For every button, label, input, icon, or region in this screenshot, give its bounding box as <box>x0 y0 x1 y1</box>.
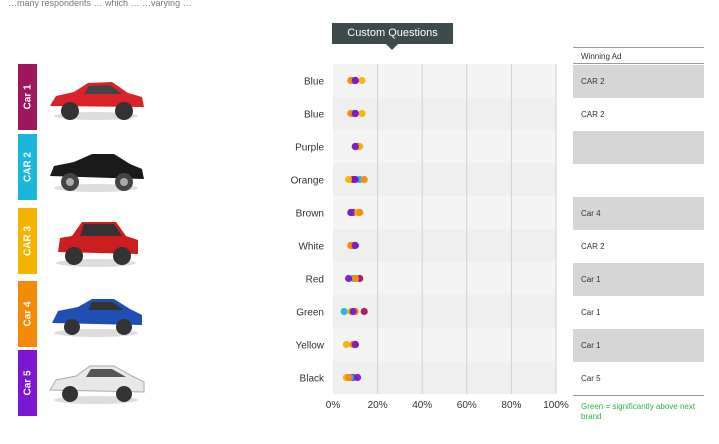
category-label: Blue <box>304 77 324 88</box>
data-point <box>353 373 362 382</box>
car-image-4 <box>52 299 142 337</box>
top-caption: …many respondents … which … …varying … <box>8 0 192 8</box>
winning-ad-row: Car 1 <box>573 296 704 329</box>
row-band <box>333 361 556 394</box>
winning-ad-row: Car 1 <box>573 263 704 296</box>
data-point <box>358 109 366 118</box>
car-card-4: Car 4 <box>18 281 148 347</box>
winning-ad-row: Car 1 <box>573 329 704 362</box>
data-point <box>345 175 353 184</box>
data-point <box>345 274 353 283</box>
x-tick-label: 100% <box>543 400 569 411</box>
data-point <box>358 76 366 85</box>
data-point <box>345 373 353 382</box>
car-image-3 <box>56 222 138 267</box>
category-label: Red <box>306 275 324 286</box>
data-point <box>351 109 359 118</box>
category-label: Orange <box>291 176 325 187</box>
category-label: Black <box>300 374 325 385</box>
car-image-2 <box>50 154 144 192</box>
category-label: Purple <box>295 143 324 154</box>
winning-ad-footer-line <box>573 395 704 396</box>
category-label: Green <box>296 308 324 319</box>
category-label: White <box>298 242 324 253</box>
car-image-5 <box>49 365 145 404</box>
x-tick-label: 80% <box>501 400 521 411</box>
row-band <box>333 163 556 196</box>
winning-ad-row <box>573 131 704 164</box>
category-label: Yellow <box>295 341 324 352</box>
winning-ad-row: CAR 2 <box>573 98 704 131</box>
chart-title: Custom Questions <box>332 23 453 44</box>
data-point <box>351 340 359 349</box>
category-label: Blue <box>304 110 324 121</box>
car-card-1: Car 1 <box>18 64 148 130</box>
data-point <box>351 241 359 250</box>
significance-note: Green = significantly above next brand <box>581 402 696 421</box>
car-card-3: CAR 3 <box>18 208 148 274</box>
x-tick-label: 0% <box>326 400 341 411</box>
data-point <box>351 142 359 151</box>
winning-ad-row: CAR 2 <box>573 230 704 263</box>
x-tick-label: 20% <box>368 400 388 411</box>
car-tab-2: CAR 2 <box>18 134 37 200</box>
winning-ad-row: Car 4 <box>573 197 704 230</box>
winning-ad-header: Winning Ad <box>573 47 704 64</box>
row-band <box>333 97 556 130</box>
row-band <box>333 295 556 328</box>
car-tab-1: Car 1 <box>18 64 37 130</box>
data-point <box>356 208 364 217</box>
car-tab-3: CAR 3 <box>18 208 37 274</box>
data-point <box>351 76 359 85</box>
winning-ad-row: CAR 2 <box>573 65 704 98</box>
car-tab-4: Car 4 <box>18 281 37 347</box>
data-point <box>351 274 359 283</box>
data-point <box>360 175 368 184</box>
car-tab-5: Car 5 <box>18 350 37 416</box>
data-point <box>349 307 357 316</box>
data-point <box>342 340 350 349</box>
data-point <box>351 175 359 184</box>
winning-ad-row: Car 5 <box>573 362 704 395</box>
data-point <box>360 307 368 316</box>
category-label: Brown <box>296 209 324 220</box>
winning-ad-row <box>573 164 704 197</box>
x-tick-label: 40% <box>412 400 432 411</box>
data-point <box>347 208 355 217</box>
x-tick-label: 60% <box>457 400 477 411</box>
car-image-1 <box>50 82 144 120</box>
data-point <box>340 307 348 316</box>
car-card-5: Car 5 <box>18 350 148 416</box>
chart-title-pointer <box>386 44 398 50</box>
car-card-2: CAR 2 <box>18 134 148 200</box>
row-band <box>333 229 556 262</box>
